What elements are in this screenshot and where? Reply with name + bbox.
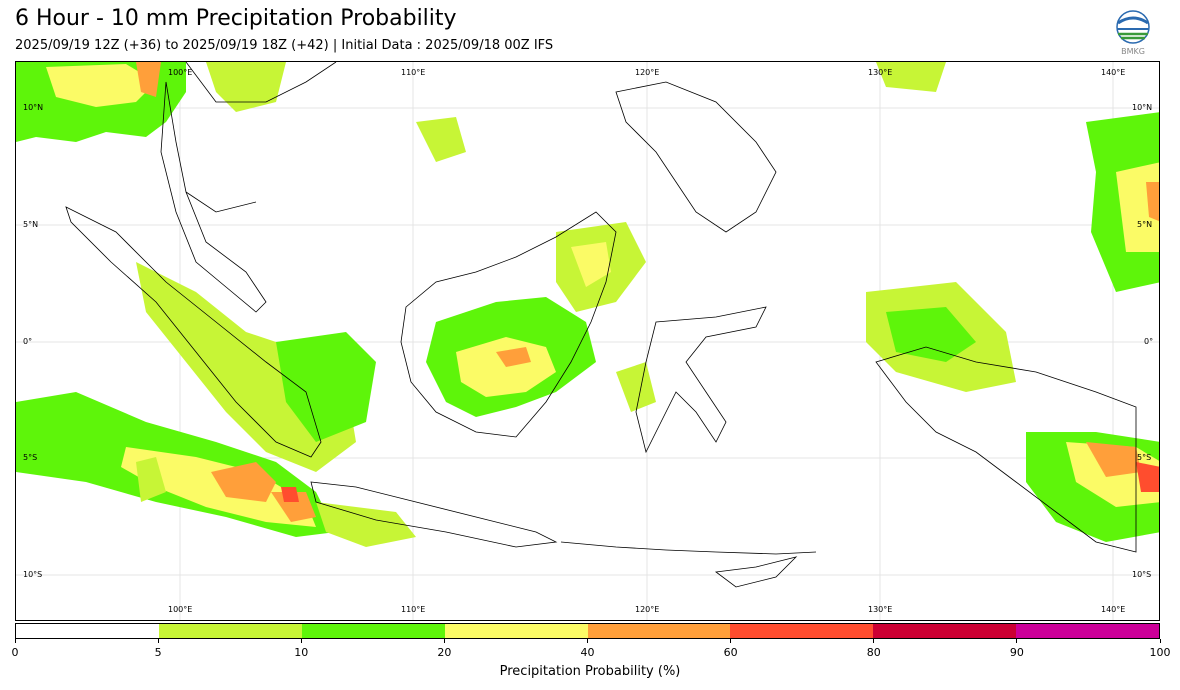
colorbar-tick-mark [157,639,159,643]
bmkg-logo-icon: BMKG [1113,10,1153,56]
precipitation-map: 100°E 110°E 120°E 130°E 140°E 100°E 110°… [15,61,1160,621]
lon-label-110e-top: 110°E [401,68,426,77]
colorbar-tick-label: 100 [1149,646,1171,659]
logo-text: BMKG [1121,47,1145,56]
lat-label-5s-right: 5°S [1137,453,1152,462]
colorbar-tick-label: 80 [866,646,881,659]
lat-label-10s-left: 10°S [23,570,43,579]
colorbar-tick-label: 5 [154,646,162,659]
colorbar-segment [444,624,588,638]
colorbar-tick-label: 10 [294,646,309,659]
chart-subtitle: 2025/09/19 12Z (+36) to 2025/09/19 18Z (… [15,38,554,53]
colorbar-tick-mark [14,639,16,643]
colorbar-segment [587,624,731,638]
lat-label-5s-left: 5°S [23,453,38,462]
colorbar-tick-mark [300,639,302,643]
lat-label-0-left: 0° [23,337,33,346]
lon-label-130e-top: 130°E [868,68,893,77]
colorbar-tick-label: 0 [11,646,19,659]
lon-label-100e-bottom: 100°E [168,605,193,614]
lon-label-140e-top: 140°E [1101,68,1126,77]
colorbar-tick-mark [873,639,875,643]
colorbar-tick-label: 20 [437,646,452,659]
colorbar-tick-mark [443,639,445,643]
lat-label-10n-left: 10°N [23,103,44,112]
lon-label-120e-bottom: 120°E [635,605,660,614]
colorbar [15,623,1160,639]
lon-label-100e-top: 100°E [168,68,193,77]
lon-label-140e-bottom: 140°E [1101,605,1126,614]
colorbar-segment [873,624,1017,638]
lon-label-130e-bottom: 130°E [868,605,893,614]
colorbar-label: Precipitation Probability (%) [499,664,681,679]
coastlines [65,62,1137,588]
lon-label-110e-bottom: 110°E [401,605,426,614]
colorbar-tick-mark [730,639,732,643]
colorbar-tick-mark [1159,639,1161,643]
colorbar-segment [730,624,874,638]
colorbar-segment [16,624,159,638]
lat-label-5n-right: 5°N [1137,220,1153,229]
colorbar-segment [301,624,445,638]
lat-label-5n-left: 5°N [23,220,39,229]
colorbar-tick-label: 90 [1009,646,1024,659]
colorbar-segment [1016,624,1159,638]
lon-label-120e-top: 120°E [635,68,660,77]
chart-title: 6 Hour - 10 mm Precipitation Probability [15,6,457,31]
precipitation-fields [16,62,1159,547]
colorbar-segment [158,624,302,638]
lat-label-10n-right: 10°N [1132,103,1153,112]
colorbar-tick-label: 40 [580,646,595,659]
lat-label-0-right: 0° [1144,337,1154,346]
colorbar-tick-label: 60 [723,646,738,659]
colorbar-tick-mark [1016,639,1018,643]
colorbar-tick-mark [587,639,588,643]
map-canvas [16,62,1159,620]
lat-label-10s-right: 10°S [1132,570,1152,579]
